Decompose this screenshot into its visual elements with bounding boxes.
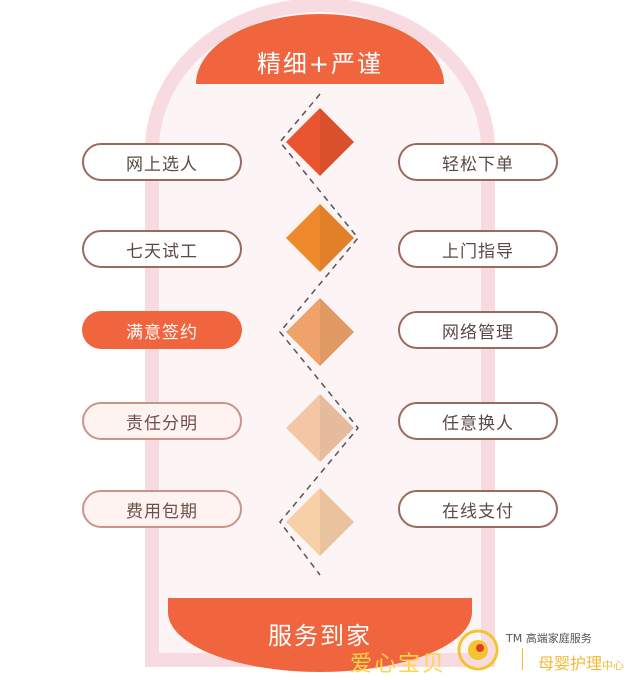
brand-name: 爱心宝贝 bbox=[350, 652, 447, 677]
brand-divider bbox=[522, 648, 523, 670]
diamond-shade-5 bbox=[320, 488, 354, 556]
top-banner-shape bbox=[196, 14, 444, 84]
top-banner-title: 精细+严谨 bbox=[256, 50, 384, 78]
left-item-5: 费用包期 bbox=[82, 490, 242, 528]
right-item-2: 上门指导 bbox=[398, 230, 558, 268]
left-item-2: 七天试工 bbox=[82, 230, 242, 268]
zigzag-dashed-line bbox=[279, 93, 359, 576]
right-item-1: 轻松下单 bbox=[398, 143, 558, 181]
brand-logo-icon bbox=[457, 629, 499, 671]
brand-tagline: TM 高端家庭服务 bbox=[506, 632, 592, 645]
diamond-shade-1 bbox=[320, 108, 354, 176]
brand-service: 母婴护理中心 bbox=[538, 650, 624, 674]
right-item-4: 任意换人 bbox=[398, 402, 558, 440]
diamond-1 bbox=[286, 108, 354, 176]
diamond-shade-2 bbox=[320, 204, 354, 272]
left-item-1: 网上选人 bbox=[82, 143, 242, 181]
diamond-4 bbox=[286, 394, 354, 462]
bottom-banner-title: 服务到家 bbox=[268, 622, 372, 650]
diamond-shade-4 bbox=[320, 394, 354, 462]
diamond-3 bbox=[286, 298, 354, 366]
left-item-3: 满意签约 bbox=[82, 311, 242, 349]
diamond-2 bbox=[286, 204, 354, 272]
diamond-5 bbox=[286, 488, 354, 556]
brand-service-suffix: 中心 bbox=[602, 659, 625, 672]
diamond-shade-3 bbox=[320, 298, 354, 366]
right-item-5: 在线支付 bbox=[398, 490, 558, 528]
brand-service-main: 母婴护理 bbox=[538, 654, 603, 673]
left-item-4: 责任分明 bbox=[82, 402, 242, 440]
bottom-banner-shape bbox=[168, 598, 472, 672]
right-item-3: 网络管理 bbox=[398, 311, 558, 349]
diamond-group bbox=[286, 108, 354, 556]
